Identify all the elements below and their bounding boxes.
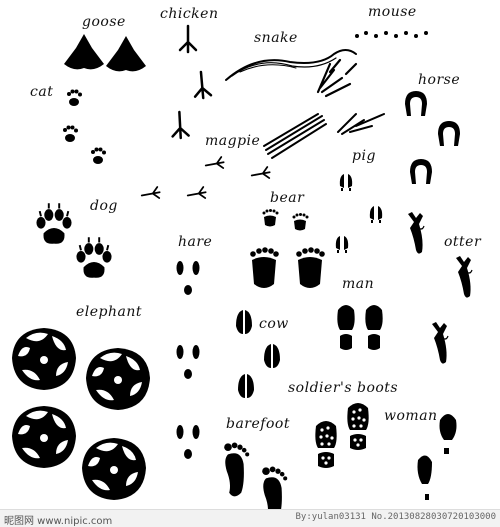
bear-tracks — [250, 209, 325, 288]
watermark-site: 昵图网 www.nipic.com — [4, 516, 113, 527]
horse-tracks — [405, 91, 460, 184]
cow-tracks — [236, 310, 280, 398]
label-chicken: chicken — [160, 6, 219, 22]
elephant-tracks — [12, 328, 150, 500]
label-cat: cat — [30, 84, 54, 100]
label-goose: goose — [82, 14, 126, 30]
label-snake: snake — [254, 30, 298, 46]
label-pig: pig — [352, 148, 376, 164]
label-elephant: elephant — [76, 304, 143, 320]
label-mouse: mouse — [368, 4, 417, 20]
man-tracks — [337, 305, 383, 350]
label-soldiers-boots: soldier's boots — [288, 380, 399, 396]
pig-tracks — [334, 173, 384, 254]
watermark-bar: 昵图网 www.nipic.com By:yulan03131 No.20130… — [0, 509, 500, 527]
magpie-tracks — [263, 58, 385, 159]
label-magpie: magpie — [205, 133, 261, 149]
label-dog: dog — [90, 198, 118, 214]
goose-tracks — [64, 34, 146, 72]
dog-tracks — [35, 202, 113, 279]
tracks-artwork — [12, 24, 473, 509]
chicken-tracks — [170, 24, 213, 140]
otter-tracks — [407, 211, 473, 365]
label-horse: horse — [418, 72, 461, 88]
label-bear: bear — [270, 190, 305, 206]
label-barefoot: barefoot — [226, 416, 290, 432]
woman-tracks — [417, 414, 457, 500]
hare-tracks — [176, 261, 200, 459]
label-man: man — [342, 276, 375, 292]
bird-trail — [139, 155, 272, 202]
label-hare: hare — [178, 234, 213, 250]
label-woman: woman — [384, 408, 438, 424]
cat-tracks — [63, 89, 106, 164]
snake-track — [225, 49, 357, 81]
mouse-tracks — [355, 31, 428, 38]
label-cow: cow — [259, 316, 289, 332]
watermark-id: By:yulan03131 No.20130828030720103000 — [295, 512, 496, 522]
soldier-boots-tracks — [315, 403, 369, 468]
label-otter: otter — [444, 234, 482, 250]
barefoot-tracks — [224, 442, 288, 509]
